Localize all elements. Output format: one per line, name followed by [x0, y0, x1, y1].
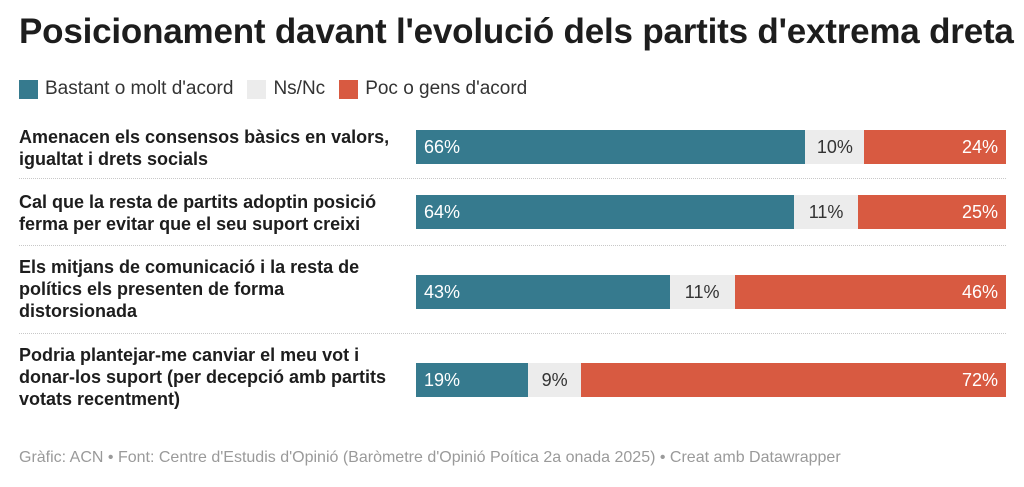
chart-row: Podria plantejar-me canviar el meu vot i…	[19, 344, 1006, 410]
data-label: 43%	[424, 281, 461, 302]
category-label-line: igualtat i drets socials	[19, 149, 209, 169]
data-label: 64%	[424, 201, 461, 222]
stacked-bar: 66% 10% 24%	[416, 130, 1006, 164]
category-label: Amenacen els consensos bàsics en valors,…	[19, 126, 409, 170]
bar-segment-disagree: 46%	[734, 275, 1006, 309]
category-label: Cal que la resta de partits adoptin posi…	[19, 191, 409, 235]
row-divider	[19, 333, 1006, 334]
legend-label: Bastant o molt d'acord	[45, 78, 234, 99]
bar-segment-disagree: 24%	[864, 130, 1006, 164]
chart-footer: Gràfic: ACN • Font: Centre d'Estudis d'O…	[19, 449, 841, 466]
data-label: 66%	[424, 136, 461, 157]
legend-swatch	[339, 79, 359, 99]
category-label: Podria plantejar-me canviar el meu vot i…	[19, 344, 409, 410]
bar-segment-agree: 64%	[416, 195, 794, 229]
category-label-line: donar-los suport (per decepció amb parti…	[19, 367, 387, 387]
chart-row: Els mitjans de comunicació i la resta de…	[19, 256, 1006, 322]
legend: Bastant o molt d'acord Ns/Nc Poc o gens d'…	[19, 76, 541, 102]
data-label: 10%	[816, 136, 853, 157]
data-label: 11%	[808, 201, 844, 222]
legend-label: Poc o gens d'acord	[365, 78, 528, 99]
row-divider	[19, 178, 1006, 179]
category-label-line: Els mitjans de comunicació i la resta de	[19, 257, 360, 277]
category-label-line: ferma per evitar que el seu suport creix…	[19, 214, 361, 234]
data-label: 11%	[684, 281, 720, 302]
bar-segment-nsnc: 11%	[669, 275, 735, 309]
category-label-line: Podria plantejar-me canviar el meu vot i	[19, 345, 360, 365]
data-label: 25%	[961, 201, 998, 222]
data-label: 72%	[961, 369, 998, 390]
stacked-bar: 43% 11% 46%	[416, 275, 1006, 309]
bar-segment-agree: 19%	[416, 363, 529, 397]
bar-segment-nsnc: 11%	[793, 195, 859, 229]
category-label: Els mitjans de comunicació i la resta de…	[19, 256, 409, 322]
legend-swatch	[19, 79, 38, 99]
chart-title: Posicionament davant l'evolució dels par…	[19, 12, 1014, 51]
chart-row: Cal que la resta de partits adoptin posi…	[19, 191, 1006, 235]
category-label-line: Cal que la resta de partits adoptin posi…	[19, 192, 377, 212]
category-label-line: polítics els presenten de forma	[19, 279, 285, 299]
row-divider	[19, 245, 1006, 246]
chart-row: Amenacen els consensos bàsics en valors,…	[19, 126, 1006, 170]
legend-item: Ns/Nc	[247, 78, 325, 100]
bar-segment-nsnc: 10%	[805, 130, 865, 164]
legend-item: Bastant o molt d'acord	[19, 78, 233, 100]
category-label-line: Amenacen els consensos bàsics en valors,	[19, 127, 390, 147]
bar-segment-agree: 43%	[416, 275, 670, 309]
bar-segment-disagree: 25%	[858, 195, 1006, 229]
legend-item: Poc o gens d'acord	[339, 78, 527, 100]
bar-segment-nsnc: 9%	[528, 363, 582, 397]
data-label: 46%	[961, 281, 998, 302]
legend-label: Ns/Nc	[273, 78, 326, 99]
legend-swatch	[247, 79, 267, 99]
data-label: 19%	[424, 369, 461, 390]
bar-segment-agree: 66%	[416, 130, 806, 164]
data-label: 24%	[961, 136, 998, 157]
data-label: 9%	[541, 369, 568, 390]
category-label-line: distorsionada	[19, 301, 138, 321]
stacked-bar: 19% 9% 72%	[416, 363, 1006, 397]
bar-segment-disagree: 72%	[581, 363, 1006, 397]
stacked-bar: 64% 11% 25%	[416, 195, 1006, 229]
category-label-line: votats recentment)	[19, 389, 181, 409]
